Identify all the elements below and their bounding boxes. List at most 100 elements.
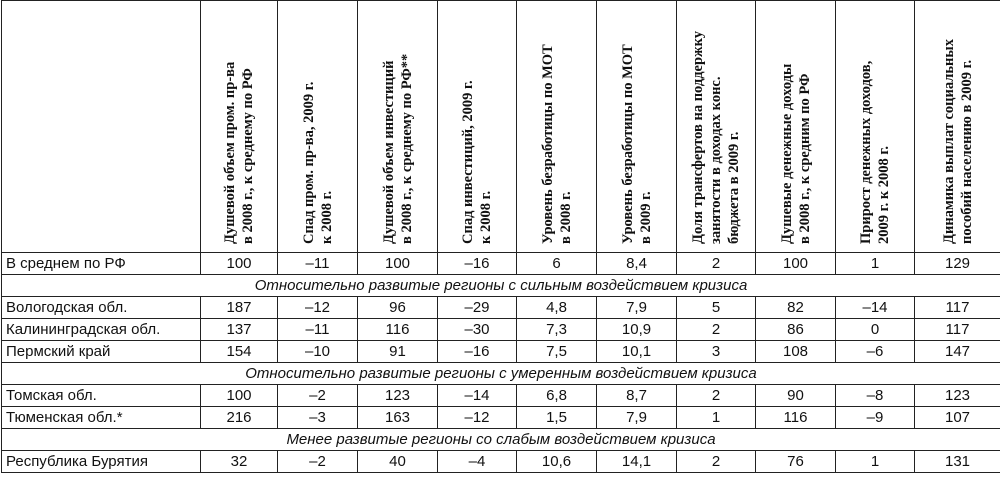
table-cell: –12 (277, 296, 358, 319)
region-name: Республика Бурятия (1, 450, 201, 473)
table-cell: 100 (200, 384, 278, 407)
column-header: Спад пром. пр-ва, 2009 г. к 2008 г. (277, 0, 358, 253)
table-cell: 154 (200, 340, 278, 363)
table-row: Тюменская обл.* 216 –3 163 –12 1,5 7,9 1 116 –9 10… (1, 406, 1000, 429)
table-cell: 187 (200, 296, 278, 319)
column-header: Спад инвестиций, 2009 г. к 2008 г. (437, 0, 517, 253)
table-cell: 1 (835, 450, 915, 473)
column-header-label: Душевой объем пром. пр-ва в 2008 г., к с… (222, 61, 256, 244)
column-header: Прирост денежных доходов, 2009 г. к 2008… (835, 0, 915, 253)
column-header: Уровень безработицы по МОТ в 2008 г. (516, 0, 597, 253)
column-header-label: Уровень безработицы по МОТ в 2008 г. (539, 44, 574, 244)
table-cell: 7,3 (516, 318, 597, 341)
table-cell: 6 (516, 252, 597, 275)
table-cell: 90 (755, 384, 836, 407)
region-name: Пермский край (1, 340, 201, 363)
table-row: В среднем по РФ 100 –11 100 –16 6 8,4 2 100 1 129 (1, 252, 1000, 275)
table-cell: 82 (755, 296, 836, 319)
table-cell: 129 (914, 252, 1000, 275)
group-row: Относительно развитые регионы с сильным … (1, 274, 1000, 297)
region-name: В среднем по РФ (1, 252, 201, 275)
table-cell: 4,8 (516, 296, 597, 319)
table-cell: –14 (437, 384, 517, 407)
table-cell: 2 (676, 252, 756, 275)
table-cell: 1 (835, 252, 915, 275)
table-cell: –16 (437, 340, 517, 363)
table-row: Республика Бурятия 32 –2 40 –4 10,6 14,1 2 76 1 13… (1, 450, 1000, 473)
column-header: Динамика выплат социальных пособий насел… (914, 0, 1000, 253)
table-cell: 10,6 (516, 450, 597, 473)
column-header: Душевые денежные доходы в 2008 г., к сре… (755, 0, 836, 253)
table-cell: –29 (437, 296, 517, 319)
table-row: Пермский край 154 –10 91 –16 7,5 10,1 3 108 –6 147 (1, 340, 1000, 363)
table-cell: 216 (200, 406, 278, 429)
table-cell: 100 (755, 252, 836, 275)
column-header-label: Спад пром. пр-ва, 2009 г. к 2008 г. (300, 81, 335, 244)
table-cell: 8,4 (596, 252, 677, 275)
table-cell: 117 (914, 296, 1000, 319)
table-cell: 147 (914, 340, 1000, 363)
table-cell: –30 (437, 318, 517, 341)
table-cell: 86 (755, 318, 836, 341)
table-cell: –9 (835, 406, 915, 429)
group-row: Относительно развитые регионы с умеренны… (1, 362, 1000, 385)
group-label: Относительно развитые регионы с умеренны… (1, 362, 1000, 385)
region-name: Тюменская обл.* (1, 406, 201, 429)
table-cell: –12 (437, 406, 517, 429)
table-cell: –3 (277, 406, 358, 429)
table-cell: 8,7 (596, 384, 677, 407)
table-cell: –6 (835, 340, 915, 363)
region-name: Калининградская обл. (1, 318, 201, 341)
column-header-label: Спад инвестиций, 2009 г. к 2008 г. (460, 80, 494, 244)
table-cell: 7,9 (596, 406, 677, 429)
table-cell: –4 (437, 450, 517, 473)
table-cell: 100 (200, 252, 278, 275)
table-cell: 108 (755, 340, 836, 363)
table-cell: 2 (676, 450, 756, 473)
table-cell: 2 (676, 318, 756, 341)
table-row: Калининградская обл. 137 –11 116 –30 7,3 10,9 2… (1, 318, 1000, 341)
table-cell: 14,1 (596, 450, 677, 473)
column-header-label: Душевые денежные доходы в 2008 г., к сре… (778, 63, 813, 244)
table-cell: –10 (277, 340, 358, 363)
table-cell: 107 (914, 406, 1000, 429)
table-row: Вологодская обл. 187 –12 96 –29 4,8 7,9 5 82 –14 1… (1, 296, 1000, 319)
table-cell: 1,5 (516, 406, 597, 429)
table-cell: 40 (357, 450, 438, 473)
regions-crisis-table: Душевой объем пром. пр-ва в 2008 г., к с… (1, 0, 1000, 473)
column-header: Душевой объем инвестиций в 2008 г., к ср… (357, 0, 438, 253)
table-cell: 10,1 (596, 340, 677, 363)
group-row: Менее развитые регионы со слабым воздейс… (1, 428, 1000, 451)
region-name: Томская обл. (1, 384, 201, 407)
table-cell: 116 (755, 406, 836, 429)
table-cell: –2 (277, 450, 358, 473)
header-row: Душевой объем пром. пр-ва в 2008 г., к с… (1, 0, 1000, 253)
table-cell: 163 (357, 406, 438, 429)
table-cell: 96 (357, 296, 438, 319)
table-cell: 1 (676, 406, 756, 429)
table-cell: 131 (914, 450, 1000, 473)
table-cell: 76 (755, 450, 836, 473)
region-name: Вологодская обл. (1, 296, 201, 319)
column-header: Душевой объем пром. пр-ва в 2008 г., к с… (200, 0, 278, 253)
column-header-label: Душевой объем инвестиций в 2008 г., к ср… (380, 53, 415, 244)
table-cell: 2 (676, 384, 756, 407)
column-header-label: Динамика выплат социальных пособий насел… (940, 39, 975, 244)
table-cell: –2 (277, 384, 358, 407)
table-cell: –14 (835, 296, 915, 319)
group-label: Менее развитые регионы со слабым воздейс… (1, 428, 1000, 451)
table-cell: –11 (277, 252, 358, 275)
column-header-label: Уровень безработицы по МОТ в 2009 г. (619, 44, 654, 244)
group-label: Относительно развитые регионы с сильным … (1, 274, 1000, 297)
column-header-label: Прирост денежных доходов, 2009 г. к 2008… (858, 60, 892, 244)
table-cell: 123 (914, 384, 1000, 407)
table-cell: –11 (277, 318, 358, 341)
table-cell: 7,5 (516, 340, 597, 363)
table-cell: 5 (676, 296, 756, 319)
table-cell: 100 (357, 252, 438, 275)
table-row: Томская обл. 100 –2 123 –14 6,8 8,7 2 90 –8 123 (1, 384, 1000, 407)
table-cell: 137 (200, 318, 278, 341)
table-cell: 116 (357, 318, 438, 341)
table-cell: 10,9 (596, 318, 677, 341)
table-cell: 91 (357, 340, 438, 363)
